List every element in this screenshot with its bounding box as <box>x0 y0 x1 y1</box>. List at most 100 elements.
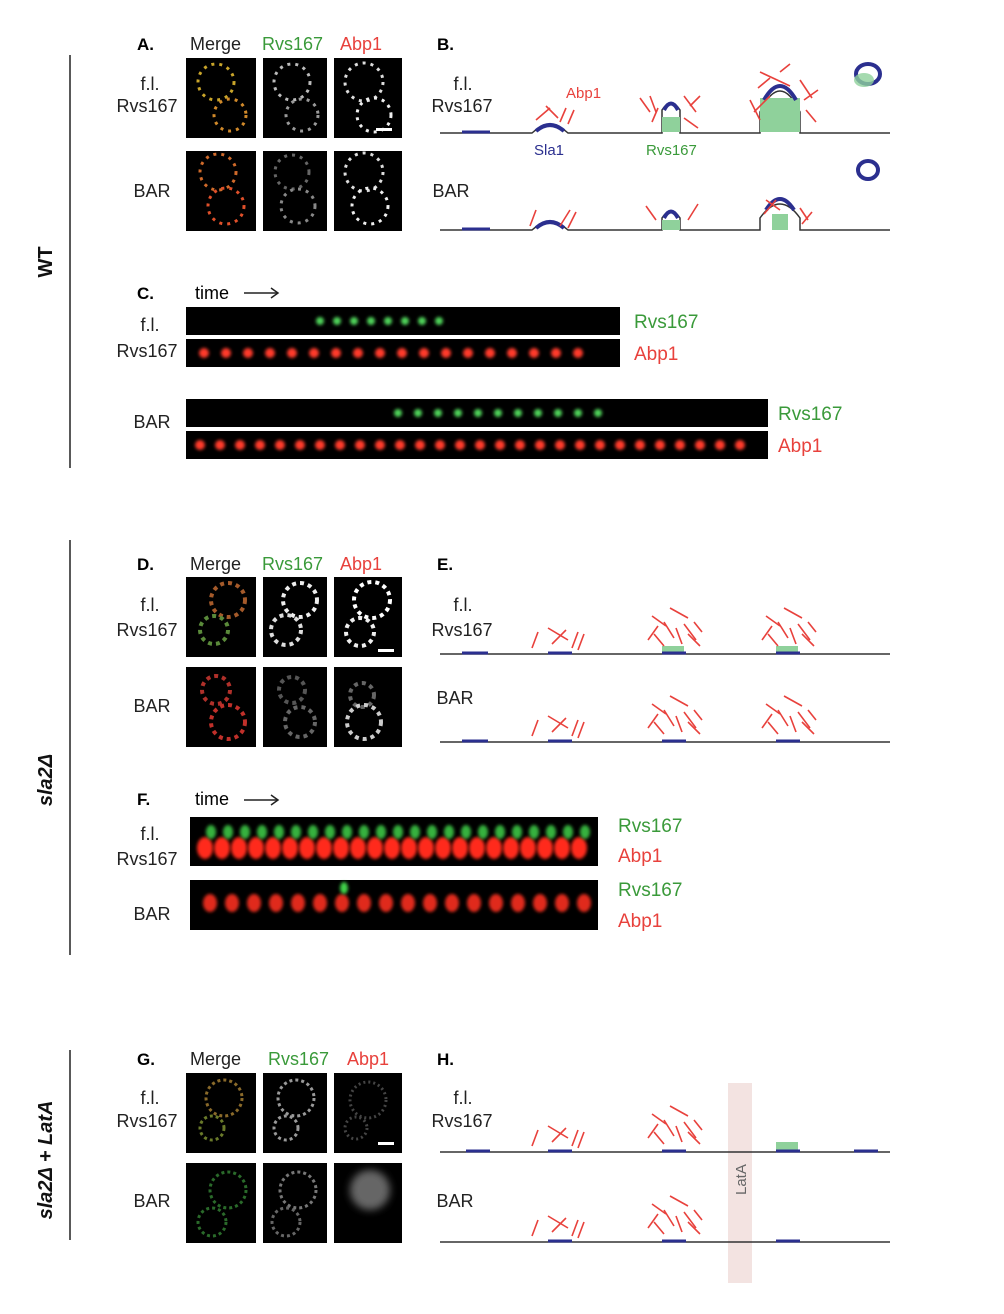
kymo-spot-red <box>577 894 591 912</box>
kymo-spot-green <box>333 317 341 325</box>
kymo-spot-green <box>393 825 403 839</box>
kymo-spot-red <box>231 837 247 859</box>
actin-filament <box>761 625 773 641</box>
kymo-spot-red <box>595 440 605 450</box>
kymo-spot-green <box>514 409 522 417</box>
actin-filament <box>687 1221 701 1235</box>
kymo-label-abp1: Abp1 <box>618 846 662 867</box>
row-label-fl: f.l. <box>140 74 159 94</box>
kymo-spot-red <box>335 440 345 450</box>
kymo-spot-red <box>452 837 468 859</box>
actin-filament <box>687 1131 701 1145</box>
schematic-e <box>440 607 890 743</box>
kymo-spot-red <box>554 837 570 859</box>
kymo-spot-green <box>534 409 542 417</box>
kymo-spot-green <box>376 825 386 839</box>
kymo-spot-green <box>454 409 462 417</box>
kymo-spot-green <box>478 825 488 839</box>
kymo-spot-red <box>350 837 366 859</box>
kymo-spot-red <box>419 348 429 358</box>
section-label-sla2: sla2Δ <box>35 754 57 806</box>
panel-label-h: H. <box>437 1050 454 1069</box>
actin-filament <box>683 623 697 641</box>
kymo-spot-red <box>248 837 264 859</box>
sla1-patch <box>662 101 680 112</box>
kymo-spot-red <box>511 894 525 912</box>
actin-filament <box>797 711 811 729</box>
rvs167-neck-fl <box>760 98 800 132</box>
row-label-fl: f.l. <box>140 595 159 615</box>
kymo-label-rvs167: Rvs167 <box>618 816 682 837</box>
kymo-spot-red <box>555 894 569 912</box>
kymo-spot-red <box>225 894 239 912</box>
kymo-spot-green <box>495 825 505 839</box>
kymo-spot-red <box>195 440 205 450</box>
actin-filament <box>761 713 773 729</box>
kymo-spot-green <box>308 825 318 839</box>
sla1-patch <box>462 651 800 743</box>
micrograph-abp1-fl <box>334 1073 402 1153</box>
panel-label-a: A. <box>137 35 154 54</box>
kymo-spot-red <box>423 894 437 912</box>
kymo-spot-red <box>537 837 553 859</box>
rvs167-neck-bar <box>772 214 788 230</box>
actin-filament <box>789 715 797 733</box>
kymo-spot-green <box>494 409 502 417</box>
cell-outline <box>196 1078 388 1238</box>
kymo-spot-red <box>445 894 459 912</box>
actin-clusters <box>647 607 817 735</box>
panel-label-b: B. <box>437 35 454 54</box>
col-abp1: Abp1 <box>340 554 382 574</box>
kymographs-f: time Rvs167 Abp1 Rvs167 Abp1 <box>190 789 682 932</box>
row-label-fl: f.l. <box>140 1088 159 1108</box>
row-label-rvs167: Rvs167 <box>431 96 492 116</box>
kymo-spot-green <box>223 825 233 839</box>
schematic-b: Abp1 Sla1 Rvs167 <box>440 62 890 231</box>
kymo-spot-red <box>384 837 400 859</box>
kymo-spot-green <box>325 825 335 839</box>
actin-filament <box>653 1131 665 1145</box>
lata-band <box>728 1083 752 1283</box>
actin-filament <box>663 1209 675 1227</box>
cell-outline <box>198 580 392 741</box>
kymo-spot-green <box>418 317 426 325</box>
actin-filament <box>767 633 779 647</box>
actin-filament <box>669 607 689 619</box>
kymo-spot-red <box>675 440 685 450</box>
actin-filament <box>683 1121 697 1139</box>
col-rvs167: Rvs167 <box>262 554 323 574</box>
kymo-spot-red <box>529 348 539 358</box>
kymo-spot-red <box>489 894 503 912</box>
kymo-label-abp1: Abp1 <box>618 911 662 932</box>
col-merge: Merge <box>190 554 241 574</box>
kymograph-spots <box>195 317 745 450</box>
kymo-spot-red <box>435 440 445 450</box>
scale-bar <box>378 1142 394 1145</box>
kymo-spot-red <box>313 894 327 912</box>
actin-filament <box>801 633 815 647</box>
rvs167-patch <box>776 1142 798 1151</box>
actin-filaments <box>535 63 819 129</box>
actin-filament <box>675 627 683 645</box>
kymo-spot-green <box>529 825 539 839</box>
actin-filament <box>675 1125 683 1143</box>
kymo-spot-green <box>434 409 442 417</box>
schematic-label-sla1: Sla1 <box>534 142 564 159</box>
kymo-spot-red <box>533 894 547 912</box>
kymo-spot-red <box>316 837 332 859</box>
kymo-spot-red <box>247 894 261 912</box>
kymo-spot-red <box>475 440 485 450</box>
kymo-spot-green <box>461 825 471 839</box>
row-label-rvs167: Rvs167 <box>431 1111 492 1131</box>
kymo-spot-green <box>291 825 301 839</box>
schematic-label-abp1: Abp1 <box>566 85 601 102</box>
kymo-spot-red <box>418 837 434 859</box>
kymo-spot-red <box>287 348 297 358</box>
actin-filament <box>675 1215 683 1233</box>
cell-outline <box>196 61 393 226</box>
micrograph-rvs167-bar <box>263 151 327 231</box>
kymo-spot-green <box>554 409 562 417</box>
kymo-spot-red <box>401 894 415 912</box>
micrographs-g <box>186 1073 402 1243</box>
